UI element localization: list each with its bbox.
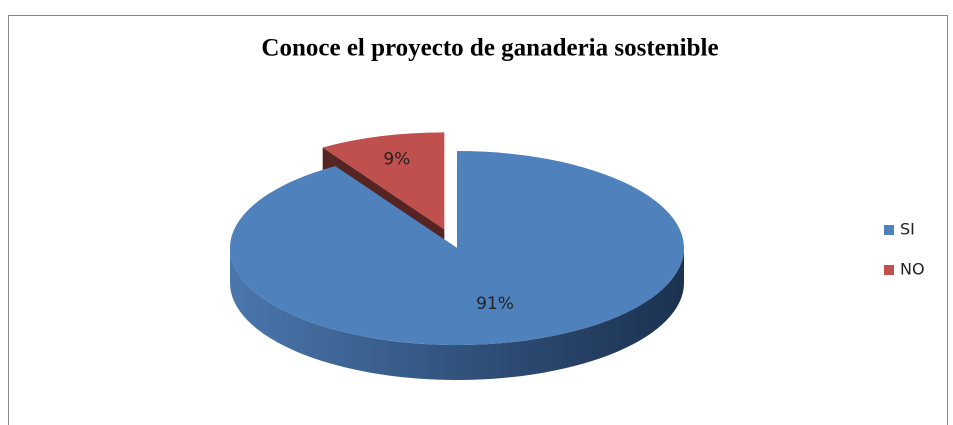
legend-label: SI bbox=[900, 220, 915, 239]
data-label: 91% bbox=[476, 294, 514, 314]
chart-title: Conoce el proyecto de ganaderia sostenib… bbox=[261, 35, 718, 62]
chart-border bbox=[8, 15, 948, 425]
slice-wall bbox=[230, 248, 684, 380]
slice bbox=[322, 132, 445, 230]
data-label: 9% bbox=[383, 150, 410, 170]
slice bbox=[229, 151, 684, 345]
legend-swatch bbox=[884, 225, 894, 235]
legend-label: NO bbox=[900, 260, 925, 279]
legend-swatch bbox=[884, 265, 894, 275]
